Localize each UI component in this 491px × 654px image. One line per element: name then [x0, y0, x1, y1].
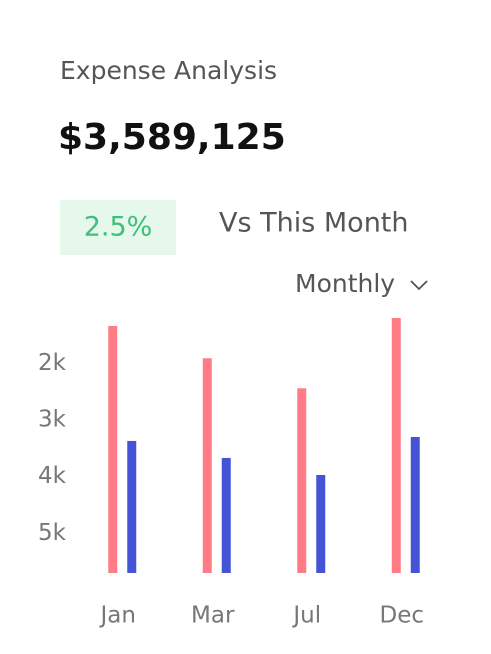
comparison-label: Vs This Month: [219, 208, 409, 239]
bar: [221, 457, 231, 573]
x-tick-label: Jan: [99, 603, 136, 629]
change-badge: [60, 200, 176, 255]
total-amount: $3,589,125: [58, 117, 286, 158]
bar: [391, 318, 401, 573]
y-tick-label: 4k: [38, 463, 67, 489]
card-title: Expense Analysis: [60, 56, 277, 85]
bar: [108, 325, 118, 573]
change-value: 2.5%: [84, 212, 153, 243]
bar: [202, 358, 212, 573]
y-tick-label: 3k: [38, 407, 67, 433]
y-tick-label: 2k: [38, 350, 67, 376]
bar: [410, 437, 420, 573]
period-label[interactable]: Monthly: [295, 269, 395, 298]
x-tick-label: Mar: [191, 603, 235, 629]
dropdown-chevron[interactable]: [410, 280, 428, 291]
bar: [316, 474, 326, 573]
bar: [297, 388, 307, 573]
period-dropdown[interactable]: Monthly: [295, 269, 428, 298]
x-tick-label: Jul: [291, 603, 321, 629]
bar: [127, 440, 137, 573]
y-tick-label: 5k: [38, 520, 67, 546]
x-tick-label: Dec: [379, 603, 424, 629]
